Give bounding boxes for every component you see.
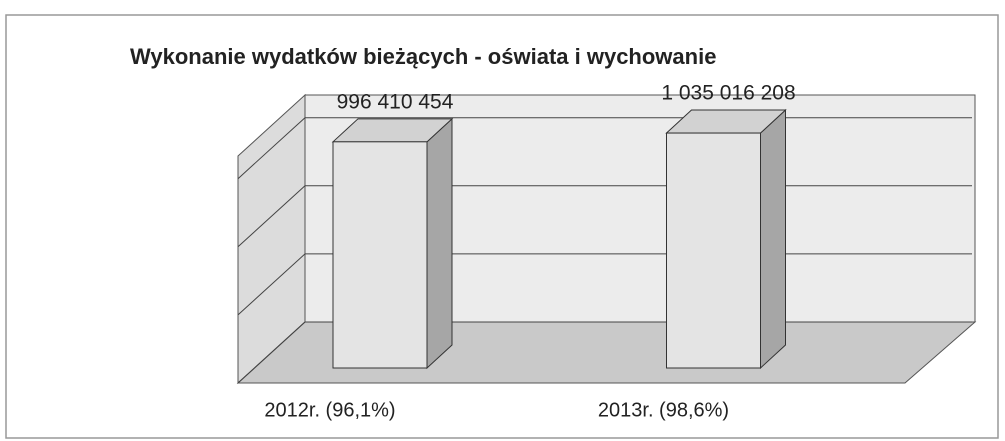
bar bbox=[332, 141, 428, 369]
value-label: 1 035 016 208 bbox=[661, 82, 795, 105]
bar bbox=[666, 132, 761, 369]
value-label: 996 410 454 bbox=[337, 90, 454, 113]
bar-side bbox=[760, 108, 786, 370]
x-tick-label: 2013r. (98,6%) bbox=[598, 399, 729, 421]
chart-title: Wykonanie wydatków bieżących - oświata i… bbox=[130, 44, 716, 69]
bar-side bbox=[426, 117, 453, 370]
x-tick-label: 2012r. (96,1%) bbox=[264, 399, 395, 421]
